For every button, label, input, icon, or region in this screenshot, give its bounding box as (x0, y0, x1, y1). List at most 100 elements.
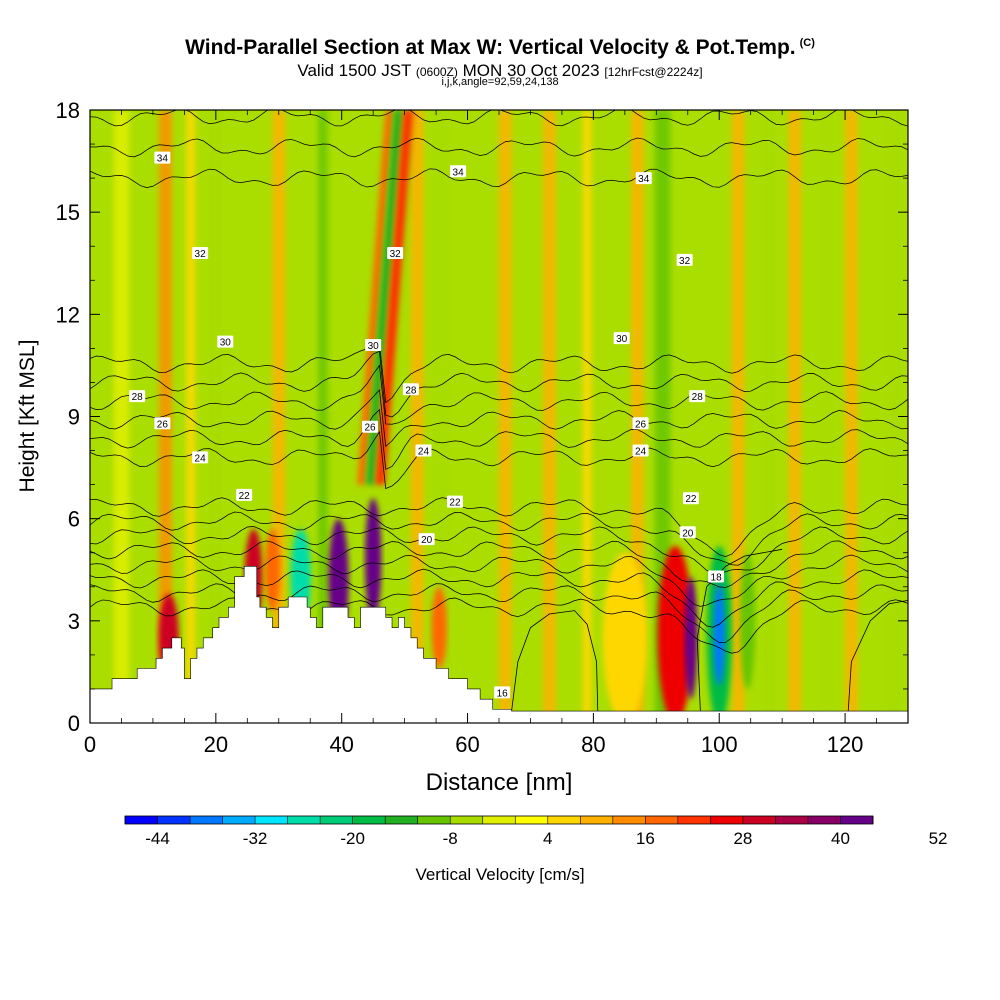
velocity-cell (602, 552, 647, 723)
theta-contour (90, 511, 908, 566)
colorbar-tick-label: 40 (831, 829, 850, 848)
velocity-column (434, 110, 451, 723)
contour-label: 30 (217, 335, 234, 349)
contour-label: 24 (415, 444, 432, 458)
theta-contour (90, 364, 908, 425)
colorbar-tick-label: -8 (443, 829, 458, 848)
contour-label-text: 34 (453, 167, 465, 178)
contour-label-text: 20 (682, 528, 694, 539)
contour-label-text: 28 (405, 385, 417, 396)
contour-label-text: 24 (635, 447, 647, 458)
colorbar-swatch (417, 816, 451, 824)
theta-contour (90, 350, 908, 418)
velocity-column (185, 110, 196, 723)
colorbar-swatch (612, 816, 646, 824)
colorbar-tick-label: -44 (145, 829, 170, 848)
colorbar-swatch (287, 816, 321, 824)
contour-label-text: 34 (638, 174, 650, 185)
contour-label-text: 30 (616, 334, 628, 345)
theta-contour (90, 46, 908, 65)
velocity-cell (364, 498, 382, 621)
theta-contour (90, 408, 908, 470)
contour-label: 28 (689, 390, 706, 403)
y-tick-label: 6 (68, 507, 80, 532)
colorbar-swatch (775, 816, 809, 824)
contour-labels: 34 34 34 32 32 32 30 30 30 28 28 28 26 26 26 24 24 24 22 22… (129, 151, 725, 699)
velocity-column (410, 110, 424, 723)
contour-label: 34 (450, 165, 467, 178)
contour-label: 22 (446, 495, 463, 509)
terrain (89, 566, 909, 724)
contour-label: 34 (154, 151, 171, 165)
colorbar-tick-label: 28 (733, 829, 752, 848)
updraft-plume-band (357, 110, 394, 485)
theta-contour (90, 430, 908, 490)
y-tick-label: 15 (56, 200, 80, 225)
theta-contour (90, 540, 908, 588)
colorbar-swatch (742, 816, 776, 824)
x-tick-label: 120 (827, 732, 864, 757)
colorbar-swatch (352, 816, 386, 824)
colorbar-tick-label: 16 (636, 829, 655, 848)
colorbar-swatch (807, 816, 841, 824)
theta-contour (90, 568, 908, 628)
x-tick-label: 80 (581, 732, 605, 757)
subtitle-valid: Valid 1500 JST (297, 61, 412, 80)
contour-label: 26 (632, 417, 649, 430)
y-tick-label: 12 (56, 302, 80, 327)
contour-label-text: 28 (692, 392, 704, 403)
contour-label-text: 32 (390, 249, 402, 260)
colorbar-swatch (190, 816, 224, 824)
theta-contour (90, 597, 908, 654)
velocity-column (159, 110, 172, 723)
contour-label: 16 (494, 686, 511, 699)
theta-contour (90, 526, 908, 575)
colorbar-swatch (482, 816, 516, 824)
title-tag: (C) (799, 37, 815, 49)
colorbar-tick-label: -20 (340, 829, 365, 848)
colorbar-swatch (450, 816, 484, 824)
velocity-column (788, 110, 802, 723)
theta-contour (90, 497, 908, 558)
contour-label-text: 32 (679, 256, 691, 267)
velocity-column (113, 110, 130, 723)
contour-label: 18 (708, 570, 725, 584)
potential-temperature-contours (90, 15, 908, 654)
velocity-column (582, 110, 592, 723)
y-tick-label: 18 (56, 98, 80, 123)
velocity-cell (684, 576, 698, 700)
theta-contour (90, 583, 908, 643)
colorbar-swatch (677, 816, 711, 824)
velocity-column (543, 110, 556, 723)
velocity-cell (713, 583, 725, 686)
contour-label: 28 (402, 383, 419, 396)
contour-label-text: 28 (132, 392, 144, 403)
theta-contour (90, 15, 908, 34)
contour-label-text: 26 (364, 423, 376, 434)
contour-label: 22 (682, 492, 699, 505)
contour-label: 32 (387, 247, 404, 260)
theta-contour (90, 389, 908, 448)
contour-label-text: 18 (711, 573, 723, 584)
subtitle-date: MON 30 Oct 2023 (462, 61, 600, 80)
x-tick-label: 0 (84, 732, 96, 757)
contour-label-text: 26 (157, 419, 169, 430)
theta-contour (90, 110, 908, 127)
axes: 0 20 40 60 80 100 120 0 3 6 9 12 15 18 (56, 98, 908, 757)
colorbar-swatch (157, 816, 191, 824)
contour-label-text: 22 (685, 494, 697, 505)
colorbar-swatch (515, 816, 549, 824)
contour-label: 22 (236, 488, 253, 502)
theta-contour (90, 168, 908, 188)
contour-label: 20 (418, 533, 435, 546)
contour-label: 30 (613, 332, 630, 345)
contour-label-text: 24 (195, 453, 207, 464)
contour-label: 24 (192, 451, 209, 464)
colorbar-swatch (580, 816, 614, 824)
theta-contour (90, 554, 908, 607)
subtitle-forecast: [12hrFcst@2224z] (604, 65, 703, 79)
terrain-shape (89, 566, 909, 724)
y-tick-label: 3 (68, 609, 80, 634)
contour-label-text: 34 (157, 154, 169, 165)
